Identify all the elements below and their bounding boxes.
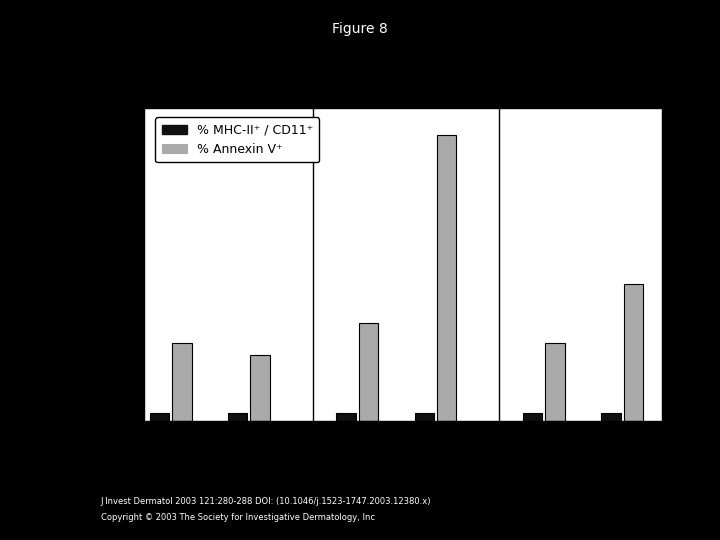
Text: Copyright © 2003 The Society for Investigative Dermatology, Inc: Copyright © 2003 The Society for Investi… xyxy=(101,513,375,522)
Legend: % MHC-II⁺ / CD11⁺, % Annexin V⁺: % MHC-II⁺ / CD11⁺, % Annexin V⁺ xyxy=(156,117,319,162)
Bar xyxy=(624,284,643,421)
Bar xyxy=(251,355,270,421)
Bar xyxy=(601,414,621,421)
Bar xyxy=(546,343,565,421)
Text: IL-3: IL-3 xyxy=(204,75,234,89)
Bar xyxy=(336,414,356,421)
Text: J Invest Dermatol 2003 121:280-288 DOI: (10.1046/j.1523-1747.2003.12380.x): J Invest Dermatol 2003 121:280-288 DOI: … xyxy=(101,497,431,506)
Text: + IL-4: + IL-4 xyxy=(570,85,616,99)
Bar xyxy=(150,414,169,421)
Bar xyxy=(359,323,378,421)
Bar xyxy=(228,414,248,421)
Bar xyxy=(437,136,456,421)
Text: Figure 8: Figure 8 xyxy=(332,22,388,36)
Bar xyxy=(415,414,434,421)
X-axis label: days after culture in indicated cytokine: days after culture in indicated cytokine xyxy=(234,451,572,467)
Text: GM-CSF: GM-CSF xyxy=(562,50,624,64)
Y-axis label: % of cells: % of cells xyxy=(97,227,112,302)
Bar xyxy=(172,343,192,421)
Bar xyxy=(523,414,542,421)
Text: GM-CSF: GM-CSF xyxy=(376,75,436,89)
